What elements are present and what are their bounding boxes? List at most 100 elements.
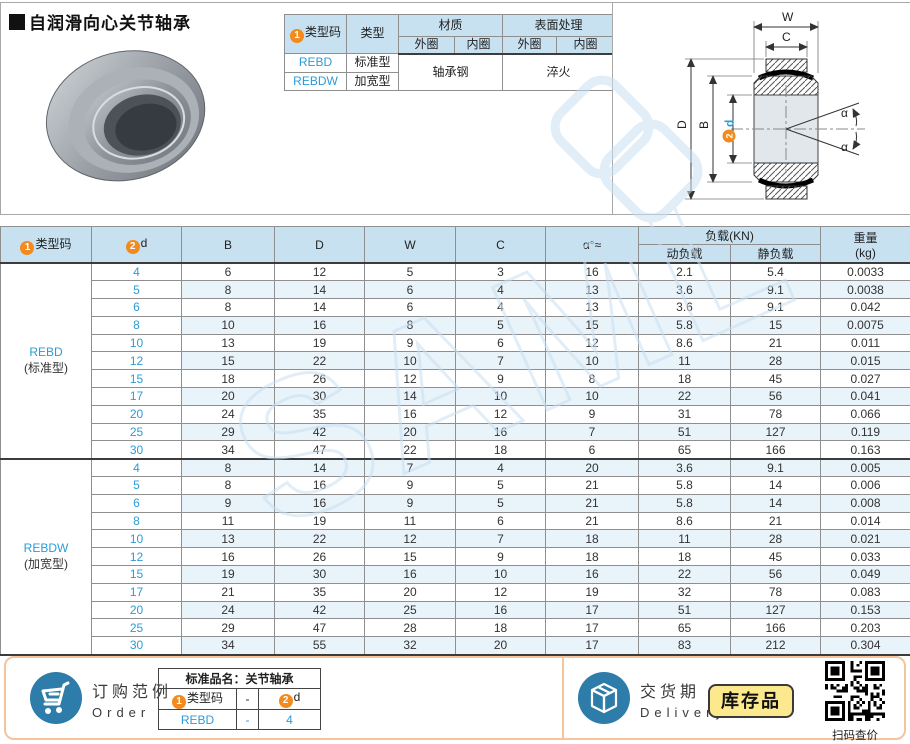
spec-value-cell: 8.6 xyxy=(638,333,731,353)
spec-value-cell: 17 xyxy=(545,636,639,656)
spec-value-cell: 0.033 xyxy=(820,547,910,567)
spec-value-cell: 8 xyxy=(181,280,275,300)
spec-value-cell: 45 xyxy=(729,369,822,389)
spec-value-cell: 65 xyxy=(638,440,731,460)
spec-value-cell: 21 xyxy=(181,582,275,602)
delivery-title: 交货期 Delivery xyxy=(640,684,727,720)
spec-value-cell: 35 xyxy=(274,582,365,602)
spec-value-cell: 5 xyxy=(455,315,546,335)
spec-value-cell: 10 xyxy=(455,387,546,406)
bearing-photo xyxy=(45,50,206,182)
surface-header: 表面处理 xyxy=(502,14,615,37)
type-code-rebd: REBD xyxy=(284,53,347,73)
spec-value-cell: 6 xyxy=(364,298,456,317)
spec-value-cell: 55 xyxy=(274,636,365,656)
order-col-code: 1 类型码 xyxy=(158,688,237,710)
spec-value-cell: 127 xyxy=(729,600,822,620)
spec-value-cell: 12 xyxy=(545,333,639,353)
spec-value-cell: 0.0038 xyxy=(820,280,910,300)
spec-value-cell: 15 xyxy=(729,315,822,335)
spec-value-cell: 22 xyxy=(274,351,365,371)
d-value-cell: 30 xyxy=(91,636,182,656)
table-row: 8 10 16 8 5 15 5.8 15 0.0075 xyxy=(1,315,910,335)
spec-value-cell: 6 xyxy=(455,333,546,353)
spec-value-cell: 9 xyxy=(364,493,456,513)
spec-value-cell: 47 xyxy=(274,440,365,460)
d-value-cell: 12 xyxy=(91,547,182,567)
spec-value-cell: 12 xyxy=(455,404,546,424)
spec-value-cell: 22 xyxy=(638,565,731,584)
dimension-diagram: α α W C D B 2 d xyxy=(612,3,910,214)
spec-value-cell: 21 xyxy=(545,511,639,531)
table-row: 25 29 42 20 16 7 51 127 0.119 xyxy=(1,422,910,442)
spec-value-cell: 18 xyxy=(545,529,639,549)
dim-c-label: C xyxy=(782,30,791,44)
d-value-cell: 30 xyxy=(91,440,182,460)
spec-value-cell: 11 xyxy=(364,511,456,531)
d-value-cell: 4 xyxy=(91,457,182,478)
spec-value-cell: 21 xyxy=(729,511,822,531)
spec-value-cell: 5 xyxy=(455,476,546,495)
d-value-cell: 5 xyxy=(91,476,182,495)
spec-value-cell: 0.011 xyxy=(820,333,910,353)
d-value-cell: 20 xyxy=(91,600,182,620)
spec-value-cell: 22 xyxy=(638,387,731,406)
spec-value-cell: 56 xyxy=(729,387,822,406)
spec-value-cell: 13 xyxy=(545,280,639,300)
spec-value-cell: 6 xyxy=(364,280,456,300)
spec-value-cell: 7 xyxy=(455,529,546,549)
spec-value-cell: 78 xyxy=(729,582,822,602)
spec-value-cell: 18 xyxy=(638,547,731,567)
spec-value-cell: 8 xyxy=(181,476,275,495)
spec-value-cell: 29 xyxy=(181,422,275,442)
spec-value-cell: 2.1 xyxy=(638,262,731,282)
spec-value-cell: 29 xyxy=(181,618,275,638)
spec-value-cell: 16 xyxy=(181,547,275,567)
spec-value-cell: 8 xyxy=(545,369,639,389)
title-row: 自润滑向心关节轴承 xyxy=(9,9,191,34)
col-header-alpha: α°≈ xyxy=(545,226,639,264)
spec-value-cell: 127 xyxy=(729,422,822,442)
table-row: 17 20 30 14 10 10 22 56 0.041 xyxy=(1,387,910,406)
col-header-load: 负载(KN) xyxy=(637,226,822,245)
table-row: 30 34 47 22 18 6 65 166 0.163 xyxy=(1,440,910,460)
d-value-cell: 17 xyxy=(91,582,182,602)
dim-bore-label: 2 d xyxy=(722,120,737,143)
spec-value-cell: 19 xyxy=(545,582,639,602)
spec-value-cell: 3 xyxy=(455,262,546,282)
spec-value-cell: 21 xyxy=(545,493,639,513)
order-table-title: 标准品名：关节轴承 xyxy=(158,668,321,689)
type-header: 类型 xyxy=(346,14,399,54)
spec-value-cell: 28 xyxy=(729,529,822,549)
spec-value-cell: 20 xyxy=(364,422,456,442)
d-value-cell: 25 xyxy=(91,422,182,442)
spec-value-cell: 5.4 xyxy=(729,262,822,282)
spec-value-cell: 10 xyxy=(455,565,546,584)
spec-value-cell: 14 xyxy=(729,476,822,495)
cart-icon xyxy=(30,672,82,724)
d-value-cell: 4 xyxy=(91,262,182,282)
spec-value-cell: 0.0075 xyxy=(820,315,910,335)
spec-value-cell: 24 xyxy=(181,600,275,620)
page-title: 自润滑向心关节轴承 xyxy=(29,14,191,33)
spec-value-cell: 17 xyxy=(545,618,639,638)
spec-value-cell: 0.042 xyxy=(820,298,910,317)
spec-value-cell: 3.6 xyxy=(638,457,731,478)
d-value-cell: 8 xyxy=(91,511,182,531)
d-value-cell: 6 xyxy=(91,493,182,513)
spec-value-cell: 8 xyxy=(181,457,275,478)
spec-value-cell: 9 xyxy=(364,476,456,495)
spec-value-cell: 9.1 xyxy=(729,457,822,478)
spec-value-cell: 12 xyxy=(364,529,456,549)
spec-value-cell: 20 xyxy=(364,582,456,602)
spec-value-cell: 51 xyxy=(638,600,731,620)
spec-value-cell: 9 xyxy=(364,333,456,353)
spec-value-cell: 11 xyxy=(181,511,275,531)
spec-value-cell: 212 xyxy=(729,636,822,656)
spec-value-cell: 42 xyxy=(274,600,365,620)
spec-value-cell: 3.6 xyxy=(638,298,731,317)
spec-value-cell: 18 xyxy=(638,369,731,389)
